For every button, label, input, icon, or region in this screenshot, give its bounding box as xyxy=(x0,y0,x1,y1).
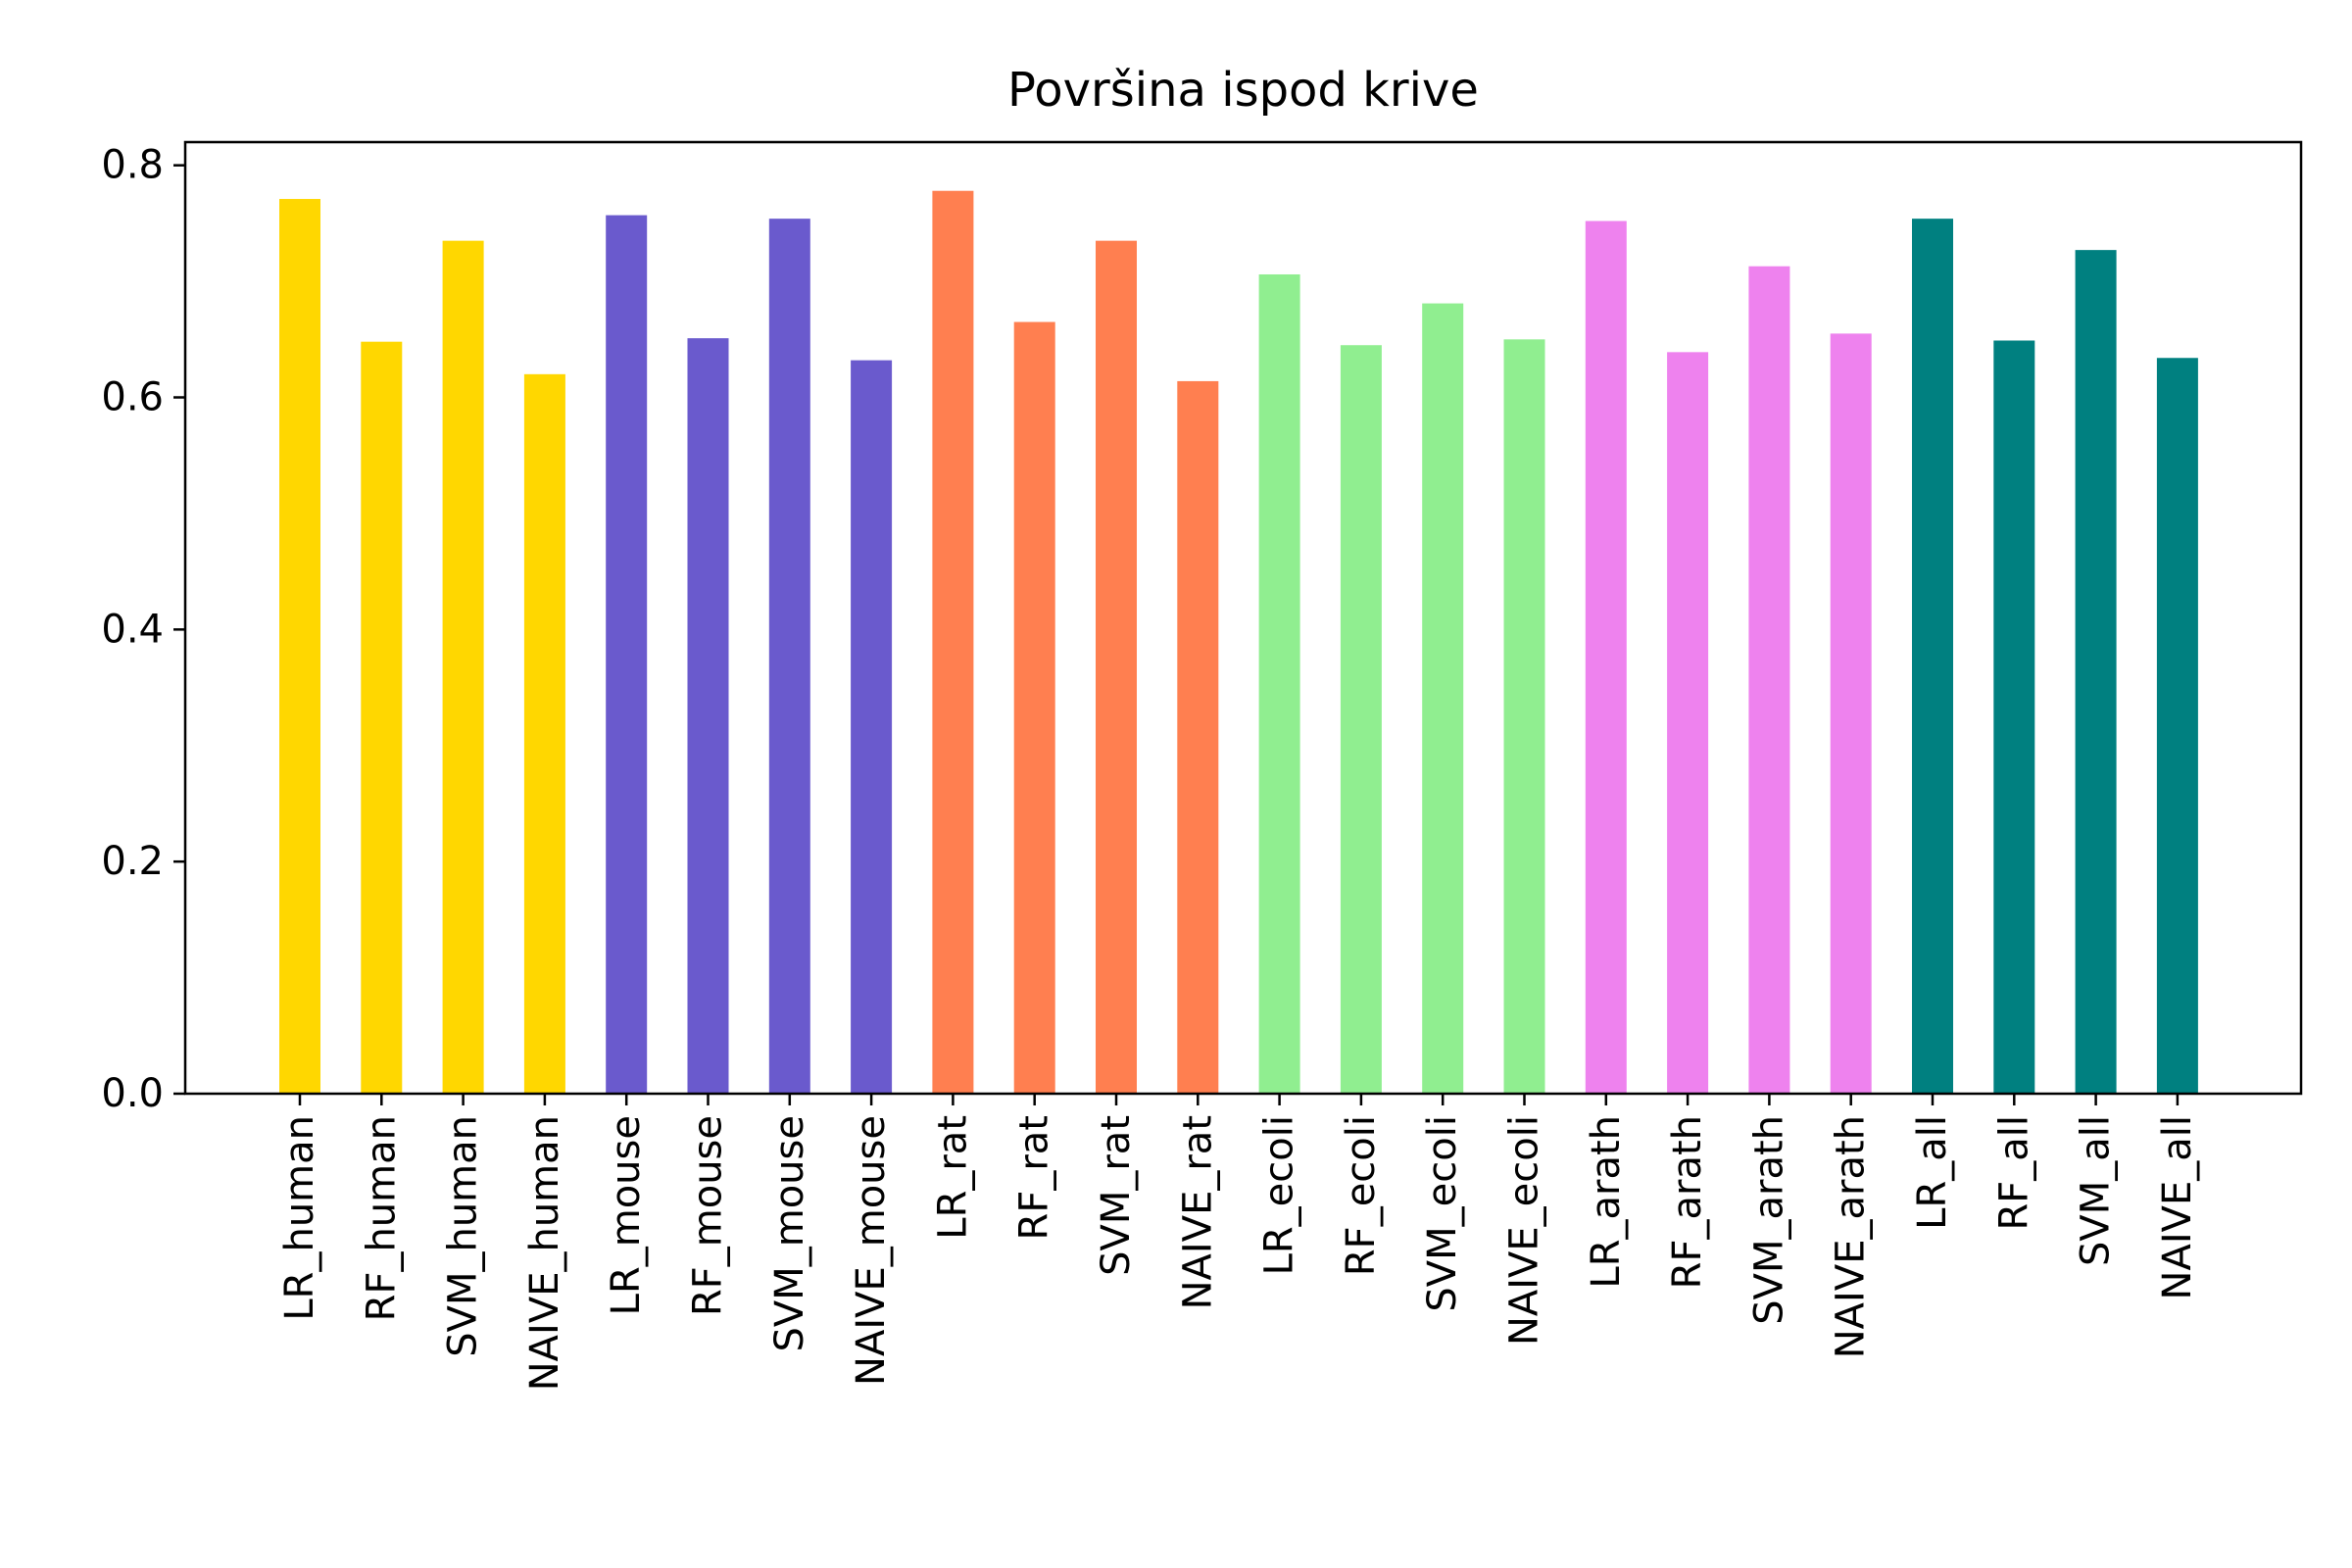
bar-svm-mouse xyxy=(768,219,810,1094)
y-tick-label: 0.4 xyxy=(101,607,164,652)
x-tick-label: SVM_all xyxy=(2074,1115,2119,1266)
x-tick-label: NAIVE_arath xyxy=(1829,1115,1874,1358)
x-tick-label: LR_all xyxy=(1910,1115,1955,1230)
y-axis: 0.0 0.2 0.4 0.6 0.8 xyxy=(101,143,185,1116)
bar-lr-human xyxy=(279,199,320,1094)
x-tick-label: NAIVE_rat xyxy=(1175,1115,1220,1309)
bar-svm-rat xyxy=(1096,240,1137,1094)
bar-lr-mouse xyxy=(606,215,648,1095)
x-axis: LR_human RF_human SVM_human NAIVE_human LR_m… xyxy=(277,1094,2200,1391)
bar-svm-arath xyxy=(1748,266,1790,1095)
bar-naive-human xyxy=(523,373,565,1095)
x-tick-label: LR_mouse xyxy=(604,1115,649,1315)
bars-group xyxy=(279,190,2198,1095)
x-tick-label: LR_arath xyxy=(1584,1115,1629,1289)
x-tick-label: RF_all xyxy=(1991,1115,2036,1231)
bar-naive-rat xyxy=(1177,380,1219,1094)
bar-lr-all xyxy=(1912,219,1953,1094)
x-tick-label: SVM_ecoli xyxy=(1420,1115,1465,1312)
x-tick-label: SVM_human xyxy=(441,1115,486,1357)
x-tick-label: NAIVE_all xyxy=(2155,1115,2200,1299)
bar-rf-arath xyxy=(1667,352,1709,1095)
bar-rf-all xyxy=(1993,340,2035,1094)
x-tick-label: LR_rat xyxy=(930,1115,975,1240)
x-tick-label: NAIVE_ecoli xyxy=(1502,1115,1547,1346)
x-tick-label: RF_arath xyxy=(1665,1115,1710,1289)
bar-lr-rat xyxy=(932,190,974,1095)
plot-frame xyxy=(183,140,2303,1096)
bar-rf-human xyxy=(361,341,403,1094)
x-tick-label: RF_ecoli xyxy=(1339,1115,1384,1276)
bar-rf-rat xyxy=(1013,321,1055,1094)
x-tick-label: LR_ecoli xyxy=(1257,1115,1302,1275)
x-tick-label: SVM_mouse xyxy=(767,1115,812,1352)
bar-naive-all xyxy=(2156,358,2198,1094)
bar-rf-ecoli xyxy=(1340,345,1382,1095)
x-tick-label: RF_rat xyxy=(1012,1115,1057,1240)
y-tick-label: 0.6 xyxy=(101,375,164,420)
bar-svm-all xyxy=(2075,250,2117,1094)
bar-svm-human xyxy=(442,240,484,1094)
x-tick-label: LR_human xyxy=(277,1115,322,1321)
y-tick-label: 0.2 xyxy=(101,839,164,884)
bar-lr-ecoli xyxy=(1258,273,1300,1094)
bar-lr-arath xyxy=(1585,220,1627,1094)
x-tick-label: SVM_rat xyxy=(1094,1115,1139,1276)
chart-title: Površina ispod krive xyxy=(1007,63,1479,118)
x-tick-label: SVM_arath xyxy=(1746,1115,1791,1325)
x-tick-label: RF_mouse xyxy=(686,1115,731,1316)
bar-svm-ecoli xyxy=(1422,303,1464,1095)
y-tick-label: 0.0 xyxy=(101,1071,164,1116)
x-tick-label: NAIVE_mouse xyxy=(849,1115,894,1386)
bar-naive-arath xyxy=(1830,333,1872,1094)
bar-naive-mouse xyxy=(851,360,893,1094)
y-tick-label: 0.8 xyxy=(101,143,164,188)
bar-rf-mouse xyxy=(687,338,729,1094)
x-tick-label: RF_human xyxy=(359,1115,404,1321)
bar-naive-ecoli xyxy=(1503,339,1545,1094)
x-tick-label: NAIVE_human xyxy=(522,1115,567,1391)
